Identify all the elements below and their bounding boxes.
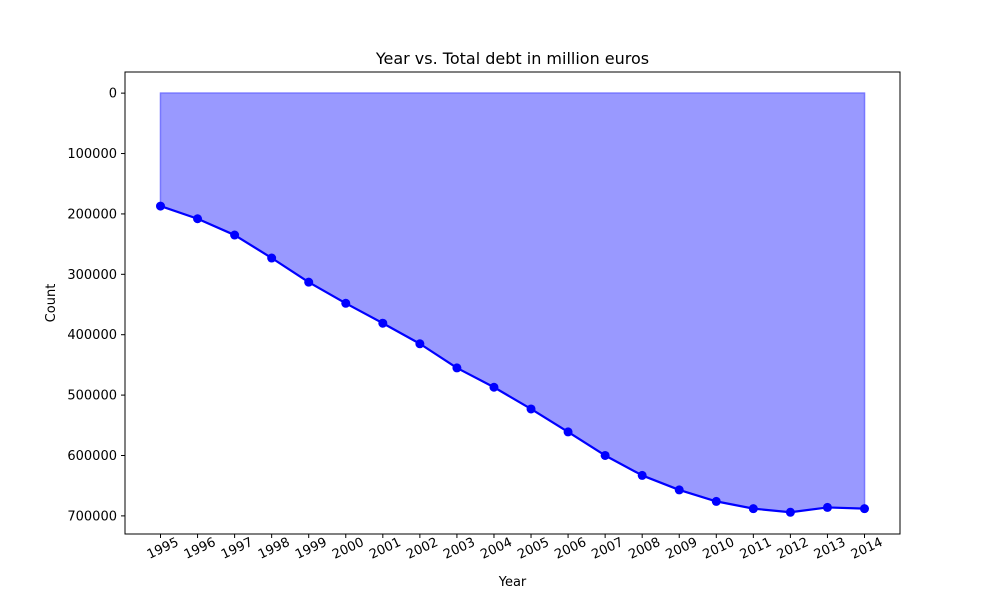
- x-axis: 1995 1996 1997 1998 1999 2000 2001 2002 2003 2004…: [145, 534, 885, 563]
- y-tick-label: 300000: [67, 268, 117, 283]
- data-point-2012: [785, 507, 795, 517]
- y-tick-label: 500000: [67, 389, 117, 404]
- chart-title: Year vs. Total debt in million euros: [375, 49, 649, 68]
- x-tick-label: 2001: [367, 535, 403, 563]
- x-tick-label: 2008: [627, 535, 663, 563]
- data-point-2000: [341, 298, 351, 308]
- x-tick-label: 2013: [812, 535, 848, 563]
- data-point-1995: [156, 201, 165, 211]
- y-axis: 0 100000 200000 300000 400000 500000 600000 700…: [67, 87, 125, 524]
- plot-frame: [124, 71, 901, 535]
- x-tick-label: 2000: [330, 535, 366, 563]
- y-tick-label: 0: [109, 87, 117, 102]
- data-point-2004: [489, 382, 499, 392]
- data-point-1997: [230, 230, 240, 240]
- y-axis-title: Count: [44, 284, 59, 323]
- x-tick-label: 1999: [293, 535, 329, 563]
- data-point-1998: [267, 253, 277, 263]
- x-tick-label: 2014: [849, 535, 885, 563]
- x-tick-label: 2003: [441, 535, 477, 563]
- data-point-2011: [748, 504, 758, 514]
- marker-layer: [156, 201, 869, 517]
- x-tick-label: 2012: [775, 535, 811, 563]
- data-point-2007: [600, 450, 610, 460]
- x-tick-label: 1996: [182, 535, 218, 563]
- x-tick-label: 1997: [219, 535, 255, 563]
- x-tick-label: 2005: [515, 535, 551, 563]
- x-tick-label: 2006: [552, 535, 588, 563]
- y-tick-label: 400000: [67, 328, 117, 343]
- x-tick-label: 2002: [404, 535, 440, 563]
- data-point-1999: [304, 277, 314, 287]
- data-point-2009: [674, 485, 684, 495]
- x-tick-label: 2007: [589, 535, 625, 563]
- data-point-2003: [452, 363, 462, 373]
- y-tick-label: 700000: [67, 509, 117, 524]
- x-tick-label: 2011: [738, 535, 774, 563]
- x-tick-label: 2009: [664, 535, 700, 563]
- area-fill-layer: [159, 92, 866, 514]
- series-line: [160, 205, 865, 514]
- data-point-2010: [711, 496, 721, 506]
- y-tick-label: 100000: [67, 147, 117, 162]
- x-tick-label: 2010: [701, 535, 737, 563]
- data-point-2001: [378, 318, 388, 328]
- y-tick-label: 200000: [67, 207, 117, 222]
- data-point-2013: [822, 502, 832, 512]
- data-point-2002: [415, 339, 425, 349]
- data-point-2005: [526, 404, 536, 414]
- x-tick-label: 2004: [478, 535, 514, 563]
- x-tick-label: 1998: [256, 535, 292, 563]
- series-line-layer: [160, 205, 865, 514]
- x-tick-label: 1995: [145, 535, 181, 563]
- data-point-2008: [637, 470, 647, 480]
- y-tick-label: 600000: [67, 449, 117, 464]
- data-point-2006: [563, 427, 573, 437]
- area-fill: [159, 92, 866, 514]
- data-point-1996: [193, 214, 203, 224]
- x-axis-title: Year: [498, 575, 527, 590]
- data-point-2014: [860, 504, 869, 514]
